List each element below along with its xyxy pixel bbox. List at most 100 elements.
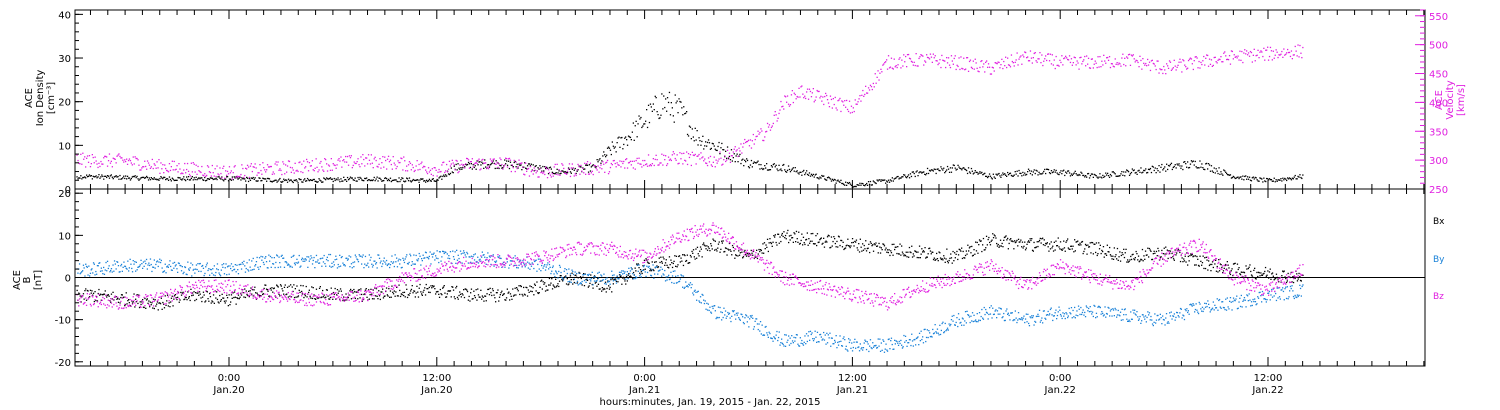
velocity-tick-label: 300 bbox=[1429, 156, 1448, 167]
data-point bbox=[481, 159, 483, 161]
data-point bbox=[149, 306, 151, 308]
data-point bbox=[205, 300, 207, 302]
data-point bbox=[385, 177, 387, 179]
data-point bbox=[234, 264, 236, 266]
data-point bbox=[225, 300, 227, 302]
data-point bbox=[184, 178, 186, 181]
data-point bbox=[321, 181, 323, 183]
data-point bbox=[255, 261, 258, 263]
data-point bbox=[418, 163, 420, 166]
data-point bbox=[631, 160, 633, 162]
data-point bbox=[176, 165, 178, 167]
data-point bbox=[927, 57, 930, 59]
data-point bbox=[876, 179, 878, 181]
data-point bbox=[170, 166, 172, 168]
data-point bbox=[520, 285, 522, 288]
data-point bbox=[310, 255, 312, 257]
data-point bbox=[715, 248, 717, 251]
data-point bbox=[796, 238, 798, 240]
data-point bbox=[366, 264, 368, 266]
data-point bbox=[345, 293, 347, 295]
data-point bbox=[632, 278, 634, 280]
data-point bbox=[710, 164, 712, 166]
data-point bbox=[305, 259, 307, 261]
data-point bbox=[778, 242, 780, 244]
data-point bbox=[924, 173, 926, 175]
data-point bbox=[921, 54, 923, 57]
data-point bbox=[445, 170, 447, 172]
data-point bbox=[352, 164, 354, 167]
data-point bbox=[456, 296, 459, 299]
data-point bbox=[711, 248, 713, 250]
data-point bbox=[677, 163, 679, 165]
data-point bbox=[496, 161, 498, 164]
data-point bbox=[1263, 177, 1265, 179]
data-point bbox=[1267, 178, 1269, 180]
data-point bbox=[759, 131, 761, 134]
data-point bbox=[111, 166, 113, 168]
data-point bbox=[1213, 56, 1215, 59]
data-point bbox=[904, 255, 907, 257]
data-point bbox=[534, 169, 536, 171]
data-point bbox=[718, 141, 720, 144]
data-point bbox=[622, 270, 625, 272]
data-point bbox=[90, 163, 92, 165]
data-point bbox=[620, 275, 622, 277]
data-point bbox=[392, 291, 394, 293]
data-point bbox=[599, 167, 601, 169]
data-point bbox=[828, 106, 831, 108]
data-point bbox=[812, 243, 815, 245]
data-point bbox=[767, 250, 769, 253]
data-point bbox=[148, 300, 150, 302]
data-point bbox=[167, 171, 170, 173]
data-point bbox=[184, 298, 186, 300]
data-point bbox=[1024, 241, 1026, 243]
data-point bbox=[553, 173, 555, 175]
data-point bbox=[1243, 52, 1245, 54]
data-point bbox=[340, 256, 342, 259]
data-point bbox=[317, 171, 319, 173]
data-point bbox=[448, 290, 450, 292]
data-point bbox=[708, 142, 711, 144]
data-point bbox=[87, 274, 89, 276]
data-point bbox=[159, 177, 161, 180]
data-point bbox=[1197, 258, 1199, 260]
data-point bbox=[737, 255, 739, 257]
data-point bbox=[572, 167, 574, 169]
data-point bbox=[191, 275, 193, 277]
data-point bbox=[198, 291, 201, 293]
data-point bbox=[1290, 50, 1293, 52]
data-point bbox=[1026, 173, 1028, 176]
data-point bbox=[498, 256, 500, 259]
data-point bbox=[440, 260, 442, 262]
data-point bbox=[388, 161, 391, 163]
data-point bbox=[1193, 164, 1195, 166]
data-point bbox=[139, 301, 141, 303]
data-point bbox=[1215, 61, 1217, 63]
data-point bbox=[378, 177, 380, 179]
data-point bbox=[101, 270, 103, 272]
data-point bbox=[661, 262, 663, 264]
data-point bbox=[1007, 248, 1009, 250]
data-point bbox=[274, 179, 276, 181]
data-point bbox=[864, 185, 866, 187]
data-point bbox=[573, 169, 575, 171]
data-point bbox=[909, 173, 912, 175]
data-point bbox=[383, 166, 385, 168]
data-point bbox=[451, 262, 453, 265]
data-point bbox=[742, 158, 744, 160]
data-point bbox=[1085, 65, 1087, 67]
data-point bbox=[628, 267, 630, 269]
data-point bbox=[186, 178, 189, 180]
data-point bbox=[1226, 58, 1228, 61]
data-point bbox=[326, 177, 328, 179]
data-point bbox=[1015, 241, 1017, 243]
data-point bbox=[1098, 66, 1100, 68]
data-point bbox=[595, 280, 597, 282]
data-point bbox=[940, 258, 942, 261]
data-point bbox=[1172, 67, 1174, 69]
data-point bbox=[897, 175, 899, 178]
data-point bbox=[316, 166, 318, 168]
data-point bbox=[880, 247, 882, 249]
data-point bbox=[692, 154, 694, 156]
